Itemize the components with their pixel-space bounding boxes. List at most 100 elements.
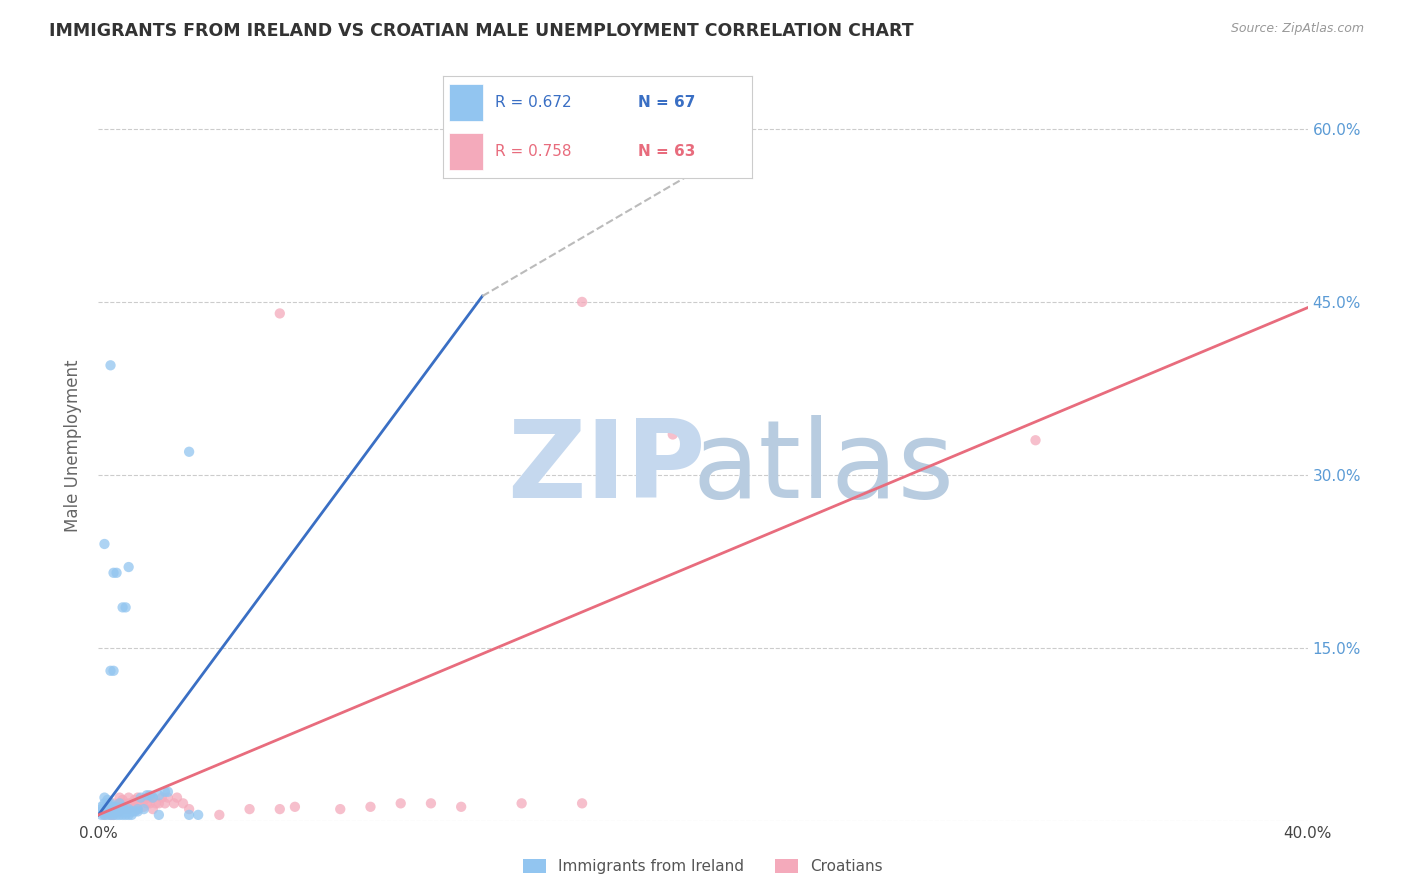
- Point: [105, 808, 128, 822]
- Point: [111, 808, 134, 822]
- Point: [103, 808, 125, 822]
- Point: [114, 808, 136, 822]
- Point: [93, 805, 115, 819]
- Text: R = 0.672: R = 0.672: [495, 95, 572, 110]
- Point: [139, 797, 162, 811]
- Point: [114, 802, 136, 816]
- Point: [135, 789, 157, 803]
- Text: R = 0.758: R = 0.758: [495, 145, 572, 160]
- Text: Source: ZipAtlas.com: Source: ZipAtlas.com: [1230, 22, 1364, 36]
- Point: [284, 799, 307, 814]
- Point: [127, 790, 149, 805]
- Point: [90, 802, 112, 816]
- Point: [93, 808, 115, 822]
- Point: [121, 808, 143, 822]
- Point: [118, 790, 141, 805]
- FancyBboxPatch shape: [449, 84, 484, 121]
- Point: [187, 808, 209, 822]
- Point: [111, 802, 134, 816]
- Point: [111, 802, 134, 816]
- Point: [108, 802, 131, 816]
- Point: [96, 802, 118, 816]
- Point: [129, 793, 152, 807]
- Point: [108, 797, 131, 811]
- FancyBboxPatch shape: [449, 133, 484, 170]
- Legend: Immigrants from Ireland, Croatians: Immigrants from Ireland, Croatians: [517, 853, 889, 880]
- Point: [96, 808, 118, 822]
- Point: [114, 799, 136, 814]
- Point: [105, 799, 128, 814]
- Point: [103, 802, 125, 816]
- Point: [124, 793, 146, 807]
- Point: [166, 790, 188, 805]
- Point: [269, 306, 291, 320]
- Point: [93, 808, 115, 822]
- Point: [118, 797, 141, 811]
- Point: [124, 799, 146, 814]
- Point: [90, 799, 112, 814]
- Text: atlas: atlas: [693, 416, 955, 522]
- Point: [105, 799, 128, 814]
- Point: [100, 664, 122, 678]
- Point: [1024, 434, 1046, 448]
- Point: [103, 566, 125, 580]
- Point: [571, 294, 593, 309]
- Point: [100, 799, 122, 814]
- Point: [90, 805, 112, 819]
- Point: [103, 664, 125, 678]
- Point: [510, 797, 533, 811]
- Point: [93, 537, 115, 551]
- Point: [103, 805, 125, 819]
- Point: [118, 802, 141, 816]
- Point: [96, 805, 118, 819]
- Point: [179, 808, 201, 822]
- Point: [108, 808, 131, 822]
- Point: [124, 805, 146, 819]
- Point: [100, 808, 122, 822]
- Point: [135, 797, 157, 811]
- Point: [179, 802, 201, 816]
- Point: [129, 790, 152, 805]
- Point: [329, 802, 352, 816]
- Point: [114, 600, 136, 615]
- Point: [121, 797, 143, 811]
- Point: [150, 790, 173, 805]
- Point: [108, 805, 131, 819]
- Text: IMMIGRANTS FROM IRELAND VS CROATIAN MALE UNEMPLOYMENT CORRELATION CHART: IMMIGRANTS FROM IRELAND VS CROATIAN MALE…: [49, 22, 914, 40]
- Point: [103, 808, 125, 822]
- Point: [118, 805, 141, 819]
- Point: [127, 802, 149, 816]
- Point: [156, 785, 179, 799]
- Point: [172, 797, 194, 811]
- Point: [100, 797, 122, 811]
- Point: [100, 802, 122, 816]
- Point: [132, 799, 155, 814]
- Point: [142, 790, 165, 805]
- Point: [111, 797, 134, 811]
- Point: [96, 793, 118, 807]
- Point: [118, 560, 141, 574]
- Point: [153, 785, 176, 799]
- Point: [103, 799, 125, 814]
- Point: [145, 797, 167, 811]
- Point: [108, 802, 131, 816]
- Point: [100, 799, 122, 814]
- Point: [135, 790, 157, 805]
- Text: N = 63: N = 63: [638, 145, 695, 160]
- Point: [108, 790, 131, 805]
- Point: [114, 805, 136, 819]
- Point: [111, 600, 134, 615]
- Point: [118, 802, 141, 816]
- Point: [105, 805, 128, 819]
- Text: N = 67: N = 67: [638, 95, 695, 110]
- Point: [148, 808, 170, 822]
- Point: [121, 805, 143, 819]
- Point: [96, 802, 118, 816]
- Point: [127, 797, 149, 811]
- Point: [153, 797, 176, 811]
- Point: [179, 444, 201, 458]
- Point: [105, 566, 128, 580]
- Point: [208, 808, 231, 822]
- Point: [93, 797, 115, 811]
- Point: [90, 808, 112, 822]
